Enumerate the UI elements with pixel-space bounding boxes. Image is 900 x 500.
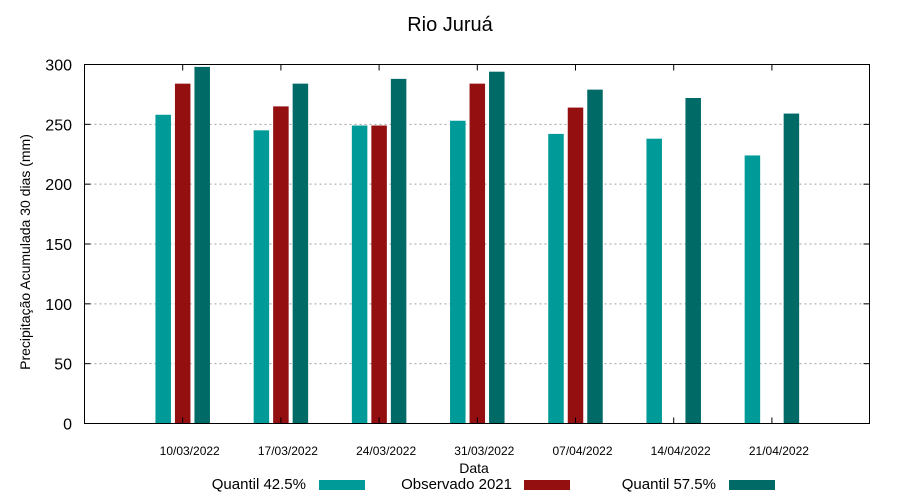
bar [489, 71, 505, 424]
bar [744, 155, 761, 424]
legend-label: Quantil 57.5% [622, 476, 716, 493]
y-tick-label: 0 [63, 417, 72, 434]
bars [155, 66, 800, 424]
bar [587, 89, 603, 424]
bar [685, 98, 701, 424]
legend: Quantil 42.5% Observado 2021 Quantil 57.5% [212, 476, 775, 493]
bar [174, 83, 191, 424]
bar [390, 78, 407, 424]
y-tick-label: 250 [45, 117, 72, 134]
bar [351, 125, 368, 424]
bar [155, 114, 171, 424]
legend-label: Observado 2021 [401, 476, 512, 493]
legend-swatch [319, 480, 365, 490]
y-axis-ticks: 0 50 100 150 200 250 300 [45, 58, 870, 434]
bar [783, 113, 800, 424]
x-tick-label: 17/03/2022 [258, 444, 318, 458]
legend-swatch [729, 480, 775, 490]
bar [567, 107, 584, 424]
y-axis-label: Precipitação Acumulada 30 dias (mm) [17, 134, 33, 370]
y-tick-label: 50 [54, 357, 72, 374]
bar [371, 125, 387, 424]
y-tick-label: 100 [45, 297, 72, 314]
legend-swatch [524, 480, 570, 490]
bar [450, 120, 466, 424]
x-axis-label: Data [459, 460, 489, 476]
y-tick-label: 150 [45, 237, 72, 254]
x-tick-label: 14/04/2022 [651, 444, 711, 458]
bar [273, 106, 289, 424]
bar [548, 133, 564, 424]
x-axis-ticks: 10/03/2022 17/03/2022 24/03/2022 31/03/2022… [160, 64, 809, 458]
legend-label: Quantil 42.5% [212, 476, 306, 493]
x-tick-label: 31/03/2022 [454, 444, 514, 458]
chart-title: Rio Juruá [407, 14, 493, 36]
x-tick-label: 21/04/2022 [749, 444, 809, 458]
x-tick-label: 24/03/2022 [356, 444, 416, 458]
x-tick-label: 07/04/2022 [552, 444, 612, 458]
bar [646, 138, 662, 424]
bar [469, 83, 486, 424]
bar [292, 83, 309, 424]
y-tick-label: 200 [45, 177, 72, 194]
gridlines [84, 123, 870, 365]
y-tick-label: 300 [45, 58, 72, 75]
bar [194, 66, 210, 424]
bar [253, 130, 270, 424]
x-tick-label: 10/03/2022 [160, 444, 220, 458]
